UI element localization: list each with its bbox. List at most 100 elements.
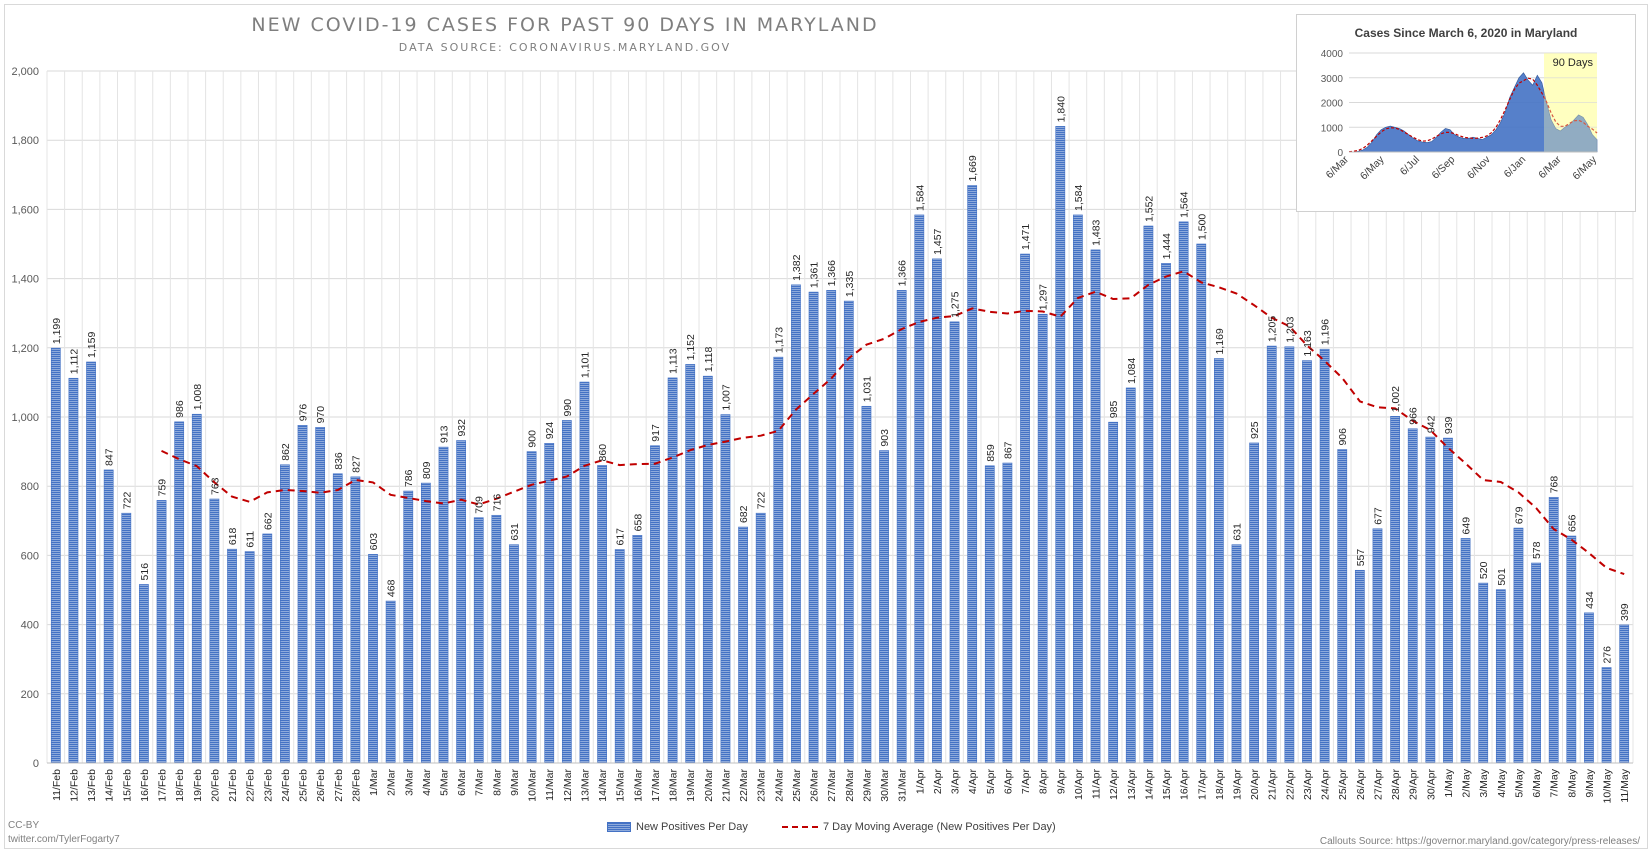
x-tick-label: 15/Mar	[615, 769, 627, 802]
bar	[332, 473, 343, 764]
bar	[755, 512, 766, 764]
x-tick-label: 2/Mar	[386, 769, 398, 796]
x-tick-label: 3/May	[1478, 768, 1490, 797]
bar-data-label: 939	[1443, 416, 1455, 434]
bar-data-label: 1,002	[1390, 386, 1402, 412]
bar-data-label: 1,297	[1038, 284, 1050, 310]
bar	[1513, 527, 1524, 764]
bar	[50, 347, 61, 764]
x-tick-label: 6/May	[1531, 768, 1543, 797]
x-tick-label: 2/May	[1461, 768, 1473, 797]
x-tick-label: 19/Mar	[685, 769, 697, 802]
x-tick-label: 18/Mar	[668, 769, 680, 802]
x-tick-label: 5/Mar	[439, 769, 451, 796]
bar	[68, 377, 79, 764]
bar	[420, 482, 431, 764]
x-tick-label: 25/Mar	[791, 769, 803, 802]
bar	[1143, 225, 1154, 764]
inset-x-tick-label: 6/May	[1358, 153, 1387, 182]
bar	[1302, 360, 1312, 764]
x-tick-label: 24/Apr	[1320, 768, 1332, 799]
x-tick-label: 10/Mar	[527, 769, 539, 802]
bar	[244, 551, 255, 764]
bar	[1601, 667, 1612, 764]
bar	[984, 465, 995, 764]
bar	[614, 549, 625, 764]
inset-x-tick-label: 6/Sep	[1430, 154, 1458, 182]
bar-data-label: 722	[121, 492, 133, 510]
x-tick-label: 18/Feb	[174, 769, 186, 802]
bar	[121, 512, 132, 764]
bar	[1178, 221, 1189, 764]
bar-data-label: 468	[386, 579, 398, 597]
bar-data-label: 501	[1496, 568, 1508, 586]
bar-data-label: 917	[650, 424, 662, 442]
x-tick-label: 9/May	[1584, 768, 1596, 797]
bar-data-label: 1,366	[826, 260, 838, 286]
chart-frame	[4, 4, 1648, 849]
bar	[385, 600, 396, 764]
bar-data-label: 1,584	[914, 184, 926, 210]
bar	[350, 476, 361, 764]
bar-data-label: 1,196	[1320, 319, 1332, 345]
y-tick-label: 2,000	[11, 66, 39, 78]
x-tick-label: 18/Apr	[1214, 768, 1226, 799]
bar-data-label: 722	[756, 492, 768, 510]
bar	[1196, 243, 1207, 764]
bar-data-label: 1,031	[861, 376, 873, 402]
x-tick-label: 3/Mar	[403, 769, 415, 796]
bar	[1249, 442, 1260, 764]
bar-data-label: 1,084	[1126, 357, 1138, 383]
x-tick-label: 13/Feb	[86, 769, 98, 802]
y-tick-label: 800	[21, 481, 39, 493]
y-tick-label: 600	[21, 550, 39, 562]
bar-data-label: 1,112	[68, 349, 80, 375]
x-tick-label: 12/Feb	[68, 769, 80, 802]
bar-data-label: 434	[1584, 591, 1596, 609]
bar-data-label: 682	[738, 505, 750, 523]
x-tick-label: 13/Apr	[1126, 768, 1138, 799]
x-tick-label: 15/Apr	[1161, 768, 1173, 799]
x-tick-label: 1/Apr	[914, 769, 926, 795]
x-tick-label: 11/Mar	[544, 769, 556, 801]
inset-y-tick-label: 2000	[1321, 99, 1344, 110]
x-tick-label: 4/May	[1496, 768, 1508, 797]
bar-data-label: 1,382	[791, 254, 803, 280]
bar-data-label: 1,007	[720, 384, 732, 410]
bar	[1055, 126, 1066, 764]
bar-data-label: 768	[1549, 476, 1561, 494]
inset-y-tick-label: 3000	[1321, 74, 1344, 85]
x-tick-label: 2/Apr	[932, 769, 944, 795]
chart-subtitle: DATA SOURCE: CORONAVIRUS.MARYLAND.GOV	[398, 41, 732, 54]
bar-data-label: 1,584	[1073, 184, 1085, 210]
bar-data-label: 631	[1232, 523, 1244, 541]
bar	[1443, 437, 1453, 764]
bar	[174, 421, 185, 764]
bar-data-label: 1,203	[1284, 316, 1296, 342]
bar-data-label: 985	[1108, 401, 1120, 419]
inset-annotation: 90 Days	[1553, 57, 1594, 69]
x-tick-label: 16/Feb	[139, 769, 151, 802]
bar	[1548, 496, 1559, 764]
bar-data-label: 516	[139, 563, 151, 581]
inset-x-tick-label: 6/Jul	[1398, 154, 1422, 178]
bar	[597, 465, 607, 764]
inset-y-tick-label: 1000	[1321, 123, 1344, 134]
x-tick-label: 12/Mar	[562, 769, 574, 802]
bar-data-label: 611	[245, 531, 257, 548]
inset-y-tick-label: 4000	[1321, 49, 1344, 60]
bar	[702, 375, 713, 764]
bar-data-label: 1,564	[1179, 191, 1191, 217]
x-tick-label: 19/Apr	[1232, 768, 1244, 799]
x-tick-label: 11/May	[1619, 768, 1631, 802]
bar-data-label: 903	[879, 429, 891, 447]
x-tick-label: 12/Apr	[1108, 768, 1120, 799]
bar	[1002, 462, 1013, 764]
x-tick-label: 17/Apr	[1196, 768, 1208, 799]
bar	[579, 381, 590, 764]
x-tick-label: 11/Apr	[1091, 769, 1103, 800]
x-tick-label: 19/Feb	[192, 769, 204, 802]
bar	[403, 490, 414, 764]
bar	[1460, 538, 1471, 764]
